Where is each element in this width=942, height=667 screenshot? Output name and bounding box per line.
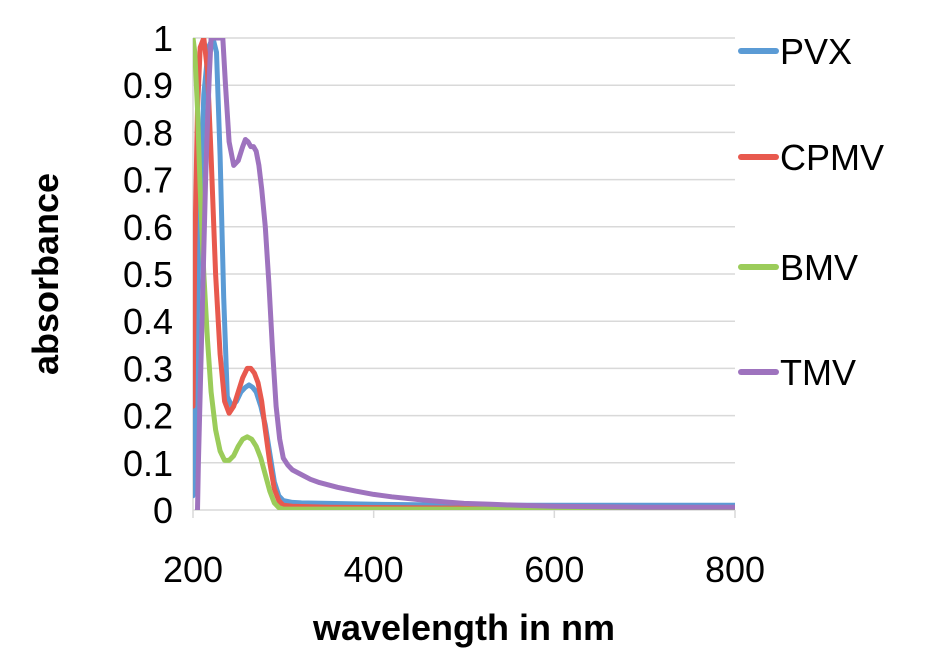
series-group: [193, 38, 735, 510]
series-line-tmv: [195, 38, 735, 510]
y-tick-label: 0.9: [123, 65, 173, 106]
x-tick-label: 400: [344, 549, 404, 590]
x-tick-label: 200: [163, 549, 223, 590]
legend-label-pvx: PVX: [780, 31, 852, 72]
x-tick-label: 800: [705, 549, 765, 590]
y-tick-label: 0.2: [123, 396, 173, 437]
series-line-bmv: [193, 38, 735, 510]
x-axis-title: wavelength in nm: [312, 607, 615, 648]
series-line-pvx: [193, 38, 735, 508]
legend-label-tmv: TMV: [780, 352, 856, 393]
legend-label-bmv: BMV: [780, 247, 858, 288]
y-tick-label: 0.5: [123, 254, 173, 295]
legend-label-cpmv: CPMV: [780, 137, 884, 178]
legend: PVX CPMV BMV TMV: [738, 31, 884, 393]
y-tick-label: 0.3: [123, 348, 173, 389]
y-tick-label: 0.1: [123, 443, 173, 484]
x-tick-label: 600: [524, 549, 584, 590]
y-tick-label: 1: [153, 18, 173, 59]
y-tick-label: 0: [153, 490, 173, 531]
axes: [192, 38, 736, 518]
y-tick-label: 0.4: [123, 301, 173, 342]
gridlines: [193, 37, 735, 464]
series-line-cpmv: [193, 38, 735, 510]
y-tick-labels: 0 0.1 0.2 0.3 0.4 0.5 0.6 0.7 0.8 0.9 1: [123, 18, 173, 531]
y-tick-label: 0.6: [123, 207, 173, 248]
y-tick-label: 0.8: [123, 112, 173, 153]
y-tick-label: 0.7: [123, 160, 173, 201]
y-axis-title: absorbance: [25, 173, 66, 375]
x-tick-labels: 200 400 600 800: [163, 549, 765, 590]
